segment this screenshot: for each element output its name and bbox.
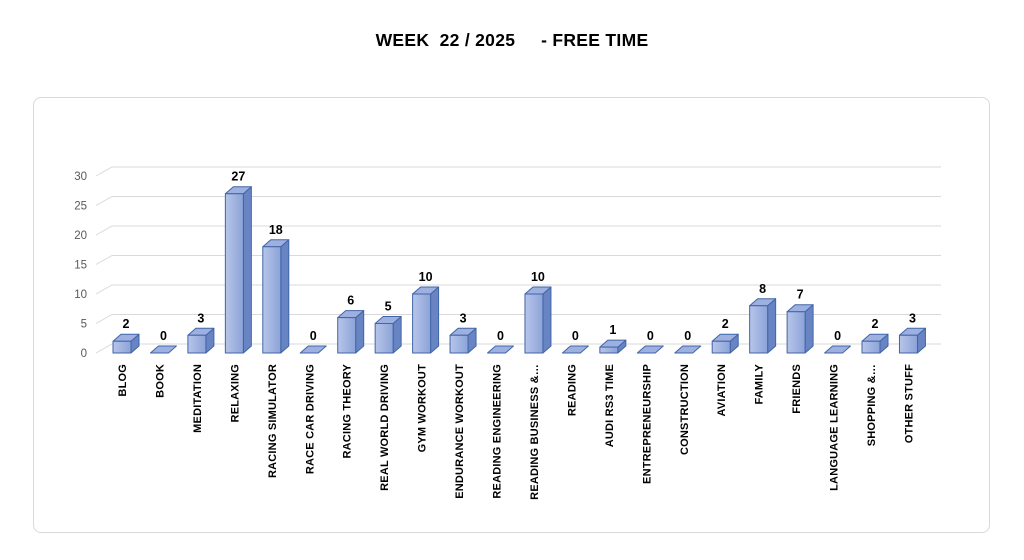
- bar-front-face: [224, 193, 244, 354]
- y-tick-label: 0: [81, 348, 87, 360]
- bar-value-label: 2: [722, 317, 729, 331]
- gridline: [95, 284, 941, 295]
- bar-front-face: [262, 246, 282, 354]
- category-label: BOOK: [154, 364, 166, 398]
- bar-front-face: [898, 334, 918, 354]
- bar-value-label: 2: [872, 317, 879, 331]
- bar-side-face: [242, 186, 252, 354]
- bar-zero-face: [824, 345, 852, 354]
- bar-front-face: [374, 323, 394, 354]
- category-label: CONSTRUCTION: [679, 364, 691, 455]
- bar-value-label: 7: [797, 288, 804, 302]
- bar-value-label: 0: [647, 329, 654, 343]
- bar-value-label: 0: [684, 329, 691, 343]
- category-label: FAMILY: [754, 364, 766, 405]
- category-label: AUDI RS3 TIME: [604, 364, 616, 447]
- bar-front-face: [187, 334, 207, 354]
- bar-zero-face: [636, 345, 664, 354]
- bar-side-face: [804, 304, 814, 354]
- bar-value-label: 3: [197, 311, 204, 325]
- category-label: SHOPPING &…: [866, 364, 878, 446]
- bar-front-face: [786, 311, 806, 354]
- category-label: READING: [566, 364, 578, 416]
- bar-zero-face: [674, 345, 702, 354]
- category-label: READING ENGINEERING: [492, 364, 504, 499]
- bar-value-label: 0: [834, 329, 841, 343]
- category-label: FRIENDS: [791, 364, 803, 414]
- gridline: [95, 255, 941, 265]
- gridline: [95, 166, 941, 177]
- bar-value-label: 0: [160, 329, 167, 343]
- gridline: [95, 314, 941, 324]
- category-label: OTHER STUFF: [903, 364, 915, 443]
- category-label: RACE CAR DRIVING: [304, 364, 316, 474]
- category-label: MEDITATION: [192, 364, 204, 433]
- bar-value-label: 2: [123, 317, 130, 331]
- bar-value-label: 0: [497, 329, 504, 343]
- bar-value-label: 3: [460, 311, 467, 325]
- bar-front-face: [861, 340, 881, 354]
- bar-side-face: [280, 239, 290, 354]
- bar-front-face: [449, 334, 469, 354]
- category-label: READING BUSINESS &…: [529, 364, 541, 500]
- bar-zero-face: [561, 345, 589, 354]
- y-tick-label: 15: [74, 260, 87, 272]
- category-label: ENTREPRENEURSHIP: [641, 364, 653, 484]
- category-label: RACING THEORY: [342, 364, 354, 459]
- gridline: [95, 196, 941, 206]
- y-tick-label: 5: [81, 319, 87, 331]
- bar-side-face: [430, 286, 440, 354]
- bar-value-label: 0: [310, 329, 317, 343]
- bar-side-face: [542, 286, 552, 354]
- y-tick-label: 30: [74, 171, 87, 183]
- bar-value-label: 0: [572, 329, 579, 343]
- category-label: BLOG: [117, 364, 129, 397]
- bar-front-face: [412, 293, 432, 354]
- bar-value-label: 10: [419, 270, 433, 284]
- bar-value-label: 10: [531, 270, 545, 284]
- chart-title: WEEK 22 / 2025 - FREE TIME: [375, 30, 649, 50]
- category-label: AVIATION: [716, 364, 728, 417]
- bar-front-face: [524, 293, 544, 354]
- bar-zero-face: [487, 345, 514, 354]
- category-label: RACING SIMULATOR: [267, 364, 279, 478]
- bar-front-face: [711, 340, 731, 354]
- bar-zero-face: [149, 345, 177, 354]
- bar-side-face: [767, 298, 777, 354]
- category-label: GYM WORKOUT: [417, 364, 429, 452]
- gridline: [95, 343, 941, 354]
- bar-value-label: 1: [609, 323, 616, 337]
- category-label: REAL WORLD DRIVING: [379, 364, 391, 491]
- bar-value-label: 5: [385, 300, 392, 314]
- gridline: [95, 225, 941, 236]
- bar-value-label: 6: [347, 294, 354, 308]
- y-tick-label: 10: [74, 289, 87, 301]
- y-tick-label: 20: [74, 230, 87, 242]
- category-label: RELAXING: [229, 364, 241, 422]
- bar-zero-face: [299, 345, 327, 354]
- bar-value-label: 3: [909, 311, 916, 325]
- bar-value-label: 27: [231, 170, 245, 184]
- y-tick-label: 25: [74, 201, 87, 213]
- bar-front-face: [112, 340, 132, 354]
- chart-svg: 0510152025302BLOG0BOOK3MEDITATION27RELAX…: [74, 166, 941, 500]
- category-label: ENDURANCE WORKOUT: [454, 364, 466, 499]
- bar-front-face: [337, 317, 357, 354]
- bar-value-label: 18: [269, 223, 283, 237]
- chart-container: 0 5 10 15 20 25 30 2 BLOG 0 BOOK 3 MEDITATION 27 RELAX…: [33, 97, 990, 533]
- bar-value-label: 8: [759, 282, 766, 296]
- bar-front-face: [599, 346, 619, 354]
- category-label: LANGUAGE LEARNING: [829, 364, 841, 491]
- bar-front-face: [749, 305, 769, 354]
